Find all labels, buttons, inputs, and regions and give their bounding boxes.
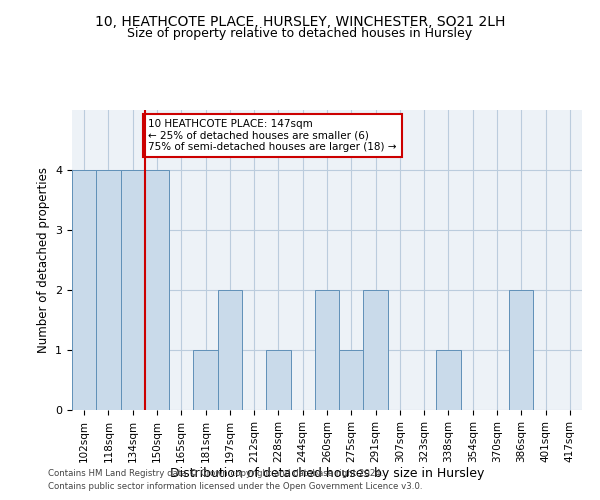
Text: Size of property relative to detached houses in Hursley: Size of property relative to detached ho…	[127, 28, 473, 40]
Bar	[145, 170, 169, 410]
Y-axis label: Number of detached properties: Number of detached properties	[37, 167, 50, 353]
Text: 10, HEATHCOTE PLACE, HURSLEY, WINCHESTER, SO21 2LH: 10, HEATHCOTE PLACE, HURSLEY, WINCHESTER…	[95, 15, 505, 29]
Bar	[193, 350, 218, 410]
Text: Contains HM Land Registry data © Crown copyright and database right 2024.: Contains HM Land Registry data © Crown c…	[48, 468, 383, 477]
Bar	[218, 290, 242, 410]
Bar	[436, 350, 461, 410]
Text: Contains public sector information licensed under the Open Government Licence v3: Contains public sector information licen…	[48, 482, 422, 491]
Bar	[72, 170, 96, 410]
Bar	[509, 290, 533, 410]
Text: 10 HEATHCOTE PLACE: 147sqm
← 25% of detached houses are smaller (6)
75% of semi-: 10 HEATHCOTE PLACE: 147sqm ← 25% of deta…	[149, 119, 397, 152]
X-axis label: Distribution of detached houses by size in Hursley: Distribution of detached houses by size …	[170, 468, 484, 480]
Bar	[266, 350, 290, 410]
Bar	[96, 170, 121, 410]
Bar	[364, 290, 388, 410]
Bar	[315, 290, 339, 410]
Bar	[121, 170, 145, 410]
Bar	[339, 350, 364, 410]
